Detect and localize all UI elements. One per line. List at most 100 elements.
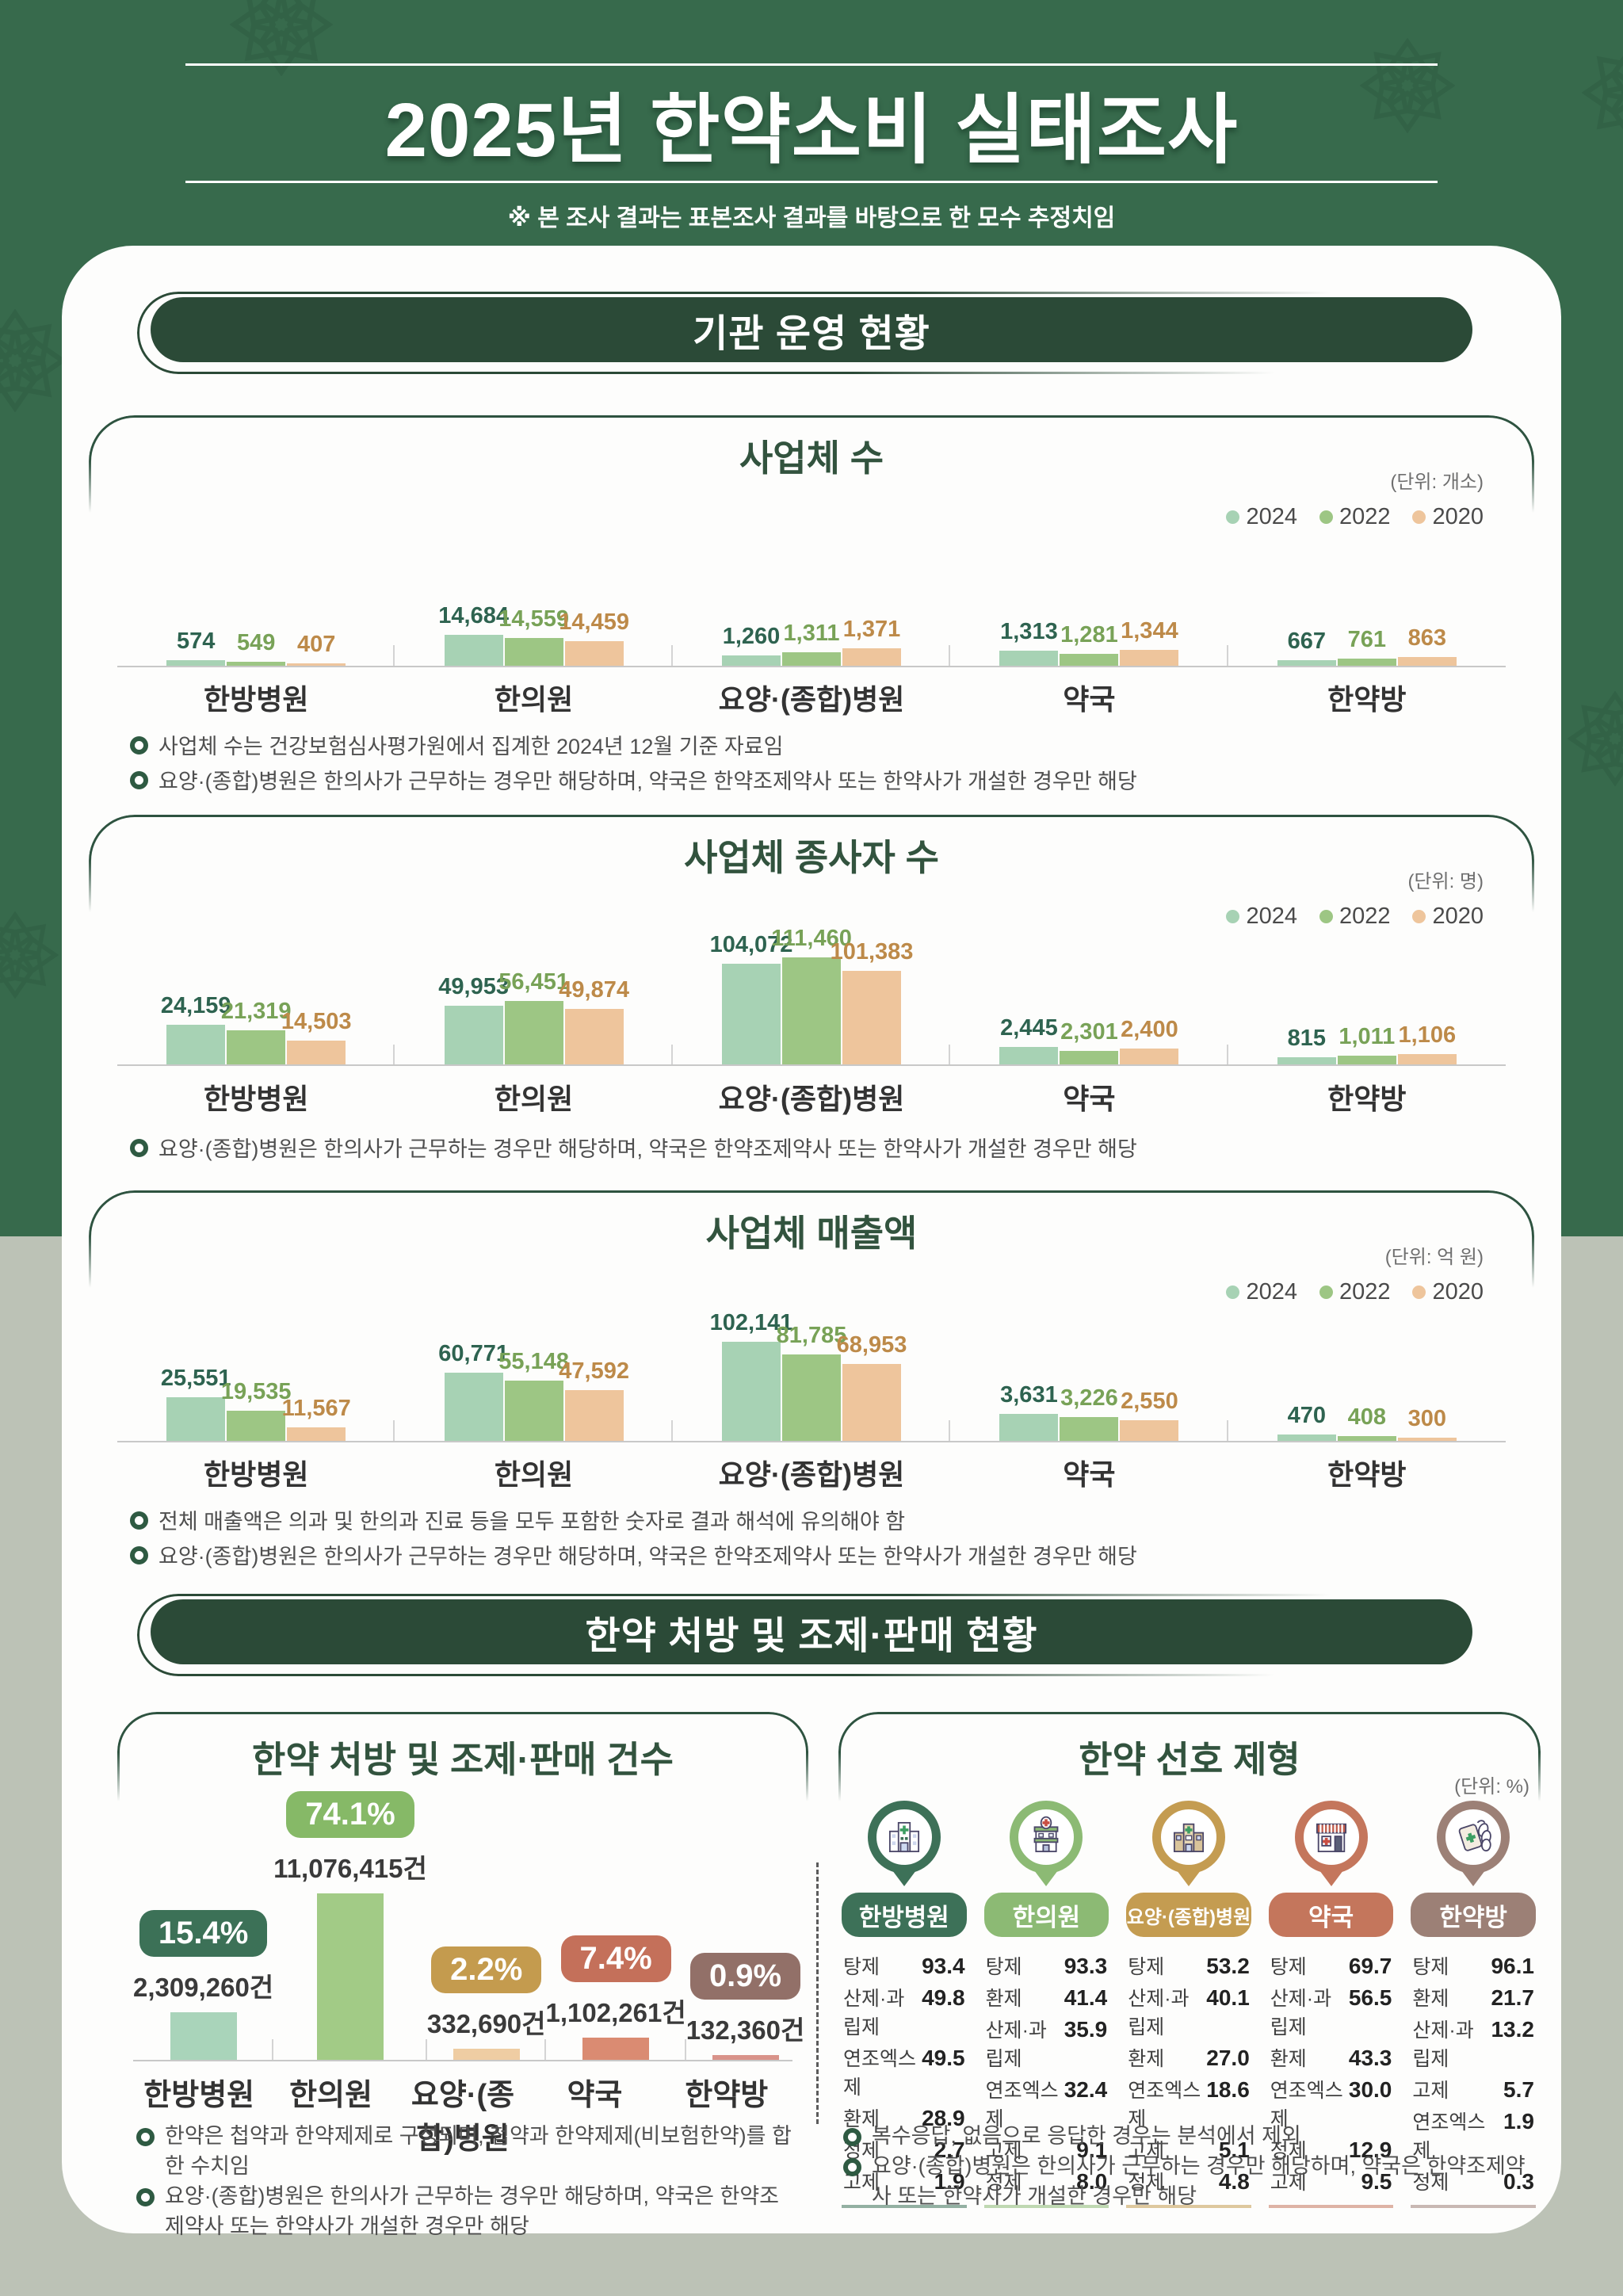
bar-column: 407 (286, 632, 346, 666)
bar-group-요양·(종합)병원: 102,141 81,785 68,953 (673, 1282, 951, 1441)
bar-2020 (1120, 650, 1179, 666)
formulation-label: 산제·과립제 (1412, 2019, 1474, 2070)
flower-motif-icon (1568, 691, 1623, 786)
footnote: 요양·(종합)병원은 한의사가 근무하는 경우만 해당하며, 약국은 한약조제약… (130, 1132, 1493, 1167)
category-label-약국: 약국 (1063, 683, 1116, 716)
flower-motif-icon (0, 309, 67, 412)
bar-2022 (504, 1001, 563, 1065)
formulation-value: 4.8 (1218, 2169, 1250, 2194)
bar-2024 (444, 1373, 503, 1441)
category-label-한약방: 한약방 (1327, 683, 1407, 716)
bar-column: 102,141 (710, 1310, 792, 1441)
formulation-label: 탕제 (1128, 1956, 1165, 1978)
section-header-prescription-status: 한약 처방 및 조제·판매 현황 (151, 1599, 1472, 1664)
count-label: 2,309,260건 (133, 1973, 274, 2002)
unit-label: (단위: 개소) (1390, 472, 1484, 493)
bar-value-label: 408 (1347, 1404, 1387, 1430)
bar-column: 549 (226, 630, 286, 666)
footnote-text: 요양·(종합)병원은 한의사가 근무하는 경우만 해당하며, 약국은 한약조제약… (165, 2184, 780, 2238)
footnote-text: 한약은 첩약과 한약제제로 구성되며, 첩약과 한약제제(비보험한약)를 합한 … (165, 2124, 792, 2178)
legend-item-2022: 2022 (1319, 1279, 1391, 1305)
bar-value-label: 2,301 (1060, 1019, 1118, 1045)
bar-group-한방병원: 24,159 21,319 14,503 (117, 907, 395, 1065)
table-row: 환제 21.7 (1411, 1981, 1536, 2013)
note-bullet-icon (130, 736, 148, 755)
bar-2024 (166, 660, 226, 666)
x-axis (117, 1441, 1506, 1442)
bar-value-label: 55,148 (498, 1349, 569, 1374)
bar-2020 (1397, 1438, 1457, 1441)
bar-column: 101,383 (831, 939, 913, 1065)
percent-badge: 7.4% (560, 1935, 671, 1982)
bar-value-label: 14,684 (438, 603, 509, 628)
pin-tip (1319, 1870, 1343, 1886)
bar-2020 (1120, 1049, 1179, 1065)
column-underline (842, 2205, 967, 2208)
formulation-value: 8.0 (1076, 2169, 1108, 2194)
bar-column: 2,301 (1059, 1019, 1119, 1065)
footnote-text: 요양·(종합)병원은 한의사가 근무하는 경우만 해당하며, 약국은 한약조제약… (158, 770, 1137, 793)
table-row: 환제 41.4 (984, 1981, 1109, 2013)
formulation-value: 9.1 (1076, 2137, 1108, 2162)
category-label-약국: 약국 (1063, 1458, 1116, 1491)
bar-2022 (504, 1381, 563, 1441)
percent-badge: 74.1% (286, 1791, 414, 1838)
formulation-value: 40.1 (1206, 1985, 1250, 2010)
table-row: 환제 28.9 (842, 2102, 967, 2134)
bar-value-label: 1,260 (722, 624, 781, 649)
percent-bar-column-한방병원: 15.4% 2,309,260건 (133, 1791, 274, 2060)
formulation-label: 연조엑스제 (1128, 2080, 1201, 2130)
formulation-value: 53.2 (1206, 1954, 1250, 1978)
legend-label: 2022 (1338, 1279, 1391, 1305)
formulation-value: 93.4 (922, 1954, 965, 1978)
chart-legend: 2024 2022 2020 (1226, 504, 1484, 530)
count-label: 11,076,415건 (273, 1854, 427, 1883)
bar-2024 (722, 964, 781, 1065)
chart-title: 사업체 종사자 수 (684, 837, 939, 878)
table-row: 산제·과립제 13.2 (1411, 2013, 1536, 2073)
bar-column: 49,874 (559, 977, 629, 1065)
footnote-text: 요양·(종합)병원은 한의사가 근무하는 경우만 해당하며, 약국은 한약조제약… (872, 2154, 1526, 2208)
chart-legend: 2024 2022 2020 (1226, 1279, 1484, 1305)
category-label-요양·(종합)병원: 요양·(종합)병원 (718, 1083, 905, 1115)
bar-2022 (227, 1030, 286, 1065)
formulation-label: 연조엑스제 (843, 2048, 917, 2099)
bar-column: 1,371 (842, 617, 902, 666)
bar-column: 11,567 (282, 1396, 351, 1441)
category-labels: 한방병원 한의원 요양·(종합)병원 약국 한약방 (133, 2070, 792, 2157)
bar-column: 667 (1277, 628, 1337, 666)
bar-2022 (227, 1411, 286, 1441)
x-axis (117, 666, 1506, 667)
legend-item-2022: 2022 (1319, 504, 1390, 530)
bar-value-label: 1,281 (1060, 622, 1118, 648)
formulation-value: 30.0 (1348, 2077, 1392, 2102)
bar-group-한약방: 667 761 863 (1228, 507, 1506, 666)
table-row: 정제 4.8 (1126, 2165, 1251, 2197)
formulation-value: 9.5 (1361, 2169, 1392, 2194)
category-label-한의원: 한의원 (494, 1458, 574, 1491)
bar-column: 25,551 (161, 1366, 231, 1441)
count-label: 1,102,261건 (545, 1998, 686, 2027)
formulation-label: 정제 (1270, 2140, 1307, 2162)
footnote: 사업체 수는 건강보험심사평가원에서 집계한 2024년 12월 기준 자료임 (130, 729, 1493, 764)
legend-label: 2024 (1246, 504, 1297, 529)
formulation-label: 정제 (1128, 2172, 1165, 2194)
formulation-value: 21.7 (1491, 1985, 1534, 2010)
formulation-table: 한방병원 탕제 93.4 산제·과립제 49.8 연조엑스제 49.5 환제 28.9 정제 2.7… (842, 1801, 1536, 2208)
formulation-value: 49.5 (922, 2046, 965, 2070)
legend-label: 2022 (1338, 904, 1391, 929)
bar-value-label: 24,159 (160, 993, 231, 1018)
footnote: 요양·(종합)병원은 한의사가 근무하는 경우만 해당하며, 약국은 한약조제약… (130, 764, 1493, 799)
bar-2022 (227, 662, 286, 666)
note-bullet-icon (843, 2128, 861, 2146)
table-row: 정제 2.7 (842, 2134, 967, 2165)
footnote: 요양·(종합)병원은 한의사가 근무하는 경우만 해당하며, 약국은 한약조제약… (136, 2181, 796, 2241)
legend-label: 2020 (1432, 904, 1484, 929)
formulation-label: 산제·과립제 (1128, 1988, 1190, 2038)
bar-2020 (1120, 1420, 1179, 1441)
page-subtitle: ※ 본 조사 결과는 표본조사 결과를 바탕으로 한 모수 추정치임 (507, 205, 1116, 231)
legend-dot-icon (1319, 910, 1333, 923)
bar-2022 (1060, 1051, 1119, 1065)
formulation-rows: 탕제 96.1 환제 21.7 산제·과립제 13.2 고제 5.7 연조엑스제 1.9 정제 0.3 (1411, 1950, 1536, 2197)
bar-value-label: 574 (177, 628, 216, 654)
